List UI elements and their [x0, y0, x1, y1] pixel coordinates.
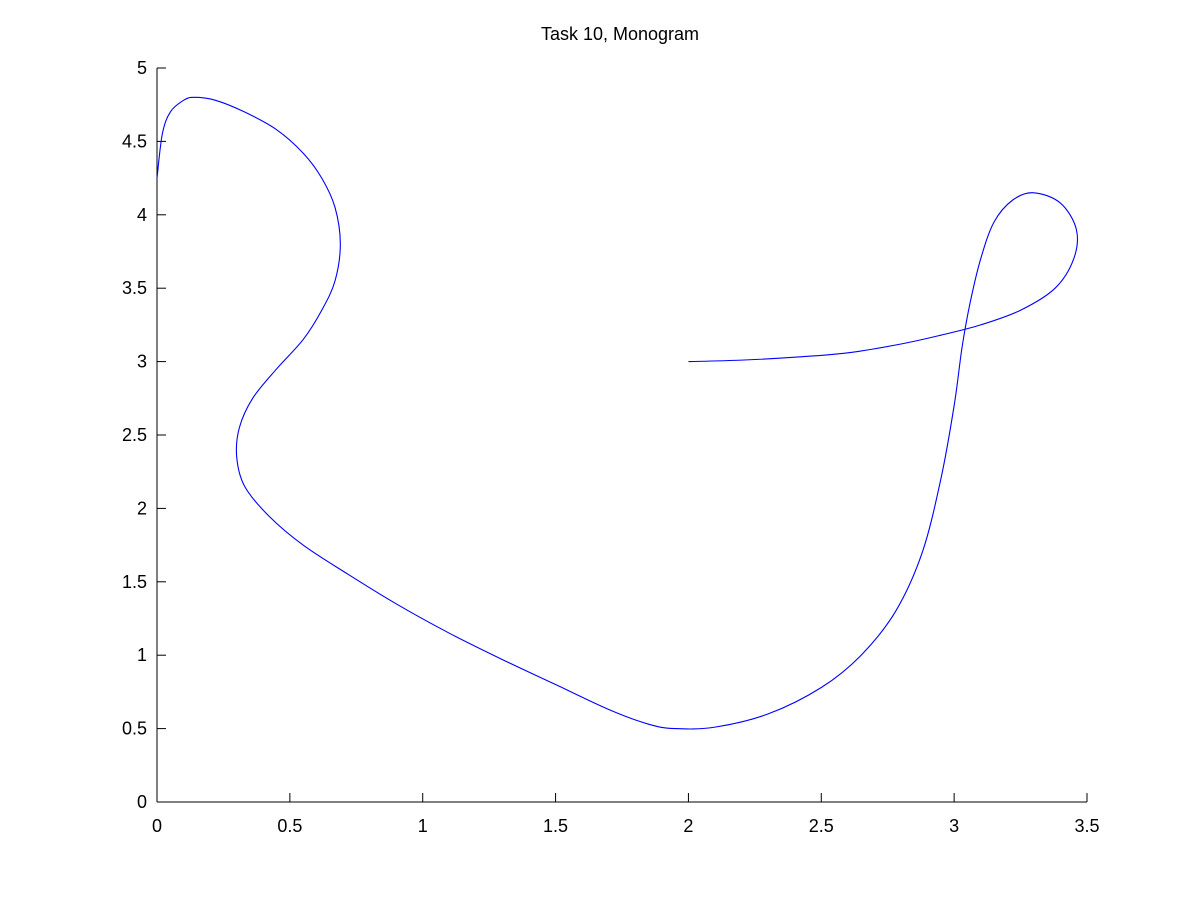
chart-title: Task 10, Monogram: [541, 24, 699, 44]
series-line: [156, 96, 1078, 730]
y-tick-label: 0: [137, 792, 147, 812]
x-tick-label: 3: [949, 816, 959, 836]
y-tick-label: 2: [137, 498, 147, 518]
y-tick-label: 1.5: [122, 572, 147, 592]
y-tick-label: 1: [137, 645, 147, 665]
x-tick-label: 1: [418, 816, 428, 836]
x-tick-label: 2.5: [809, 816, 834, 836]
x-tick-label: 0: [152, 816, 162, 836]
y-tick-label: 3: [137, 352, 147, 372]
series-group: [156, 96, 1078, 730]
y-tick-label: 2.5: [122, 425, 147, 445]
x-tick-label: 1.5: [543, 816, 568, 836]
y-tick-label: 0.5: [122, 719, 147, 739]
axes: [156, 68, 1087, 803]
x-tick-label: 3.5: [1074, 816, 1099, 836]
x-tick-label: 2: [683, 816, 693, 836]
y-tick-label: 3.5: [122, 278, 147, 298]
x-tick-label: 0.5: [277, 816, 302, 836]
ticks: 0 0.5 1 1.5 2 2.5 3 3.5 0 0.5 1 1.5 2 2.5 3 3.5 4 4.5 5: [122, 58, 1100, 836]
y-tick-label: 4.5: [122, 131, 147, 151]
y-tick-label: 4: [137, 205, 147, 225]
y-tick-label: 5: [137, 58, 147, 78]
